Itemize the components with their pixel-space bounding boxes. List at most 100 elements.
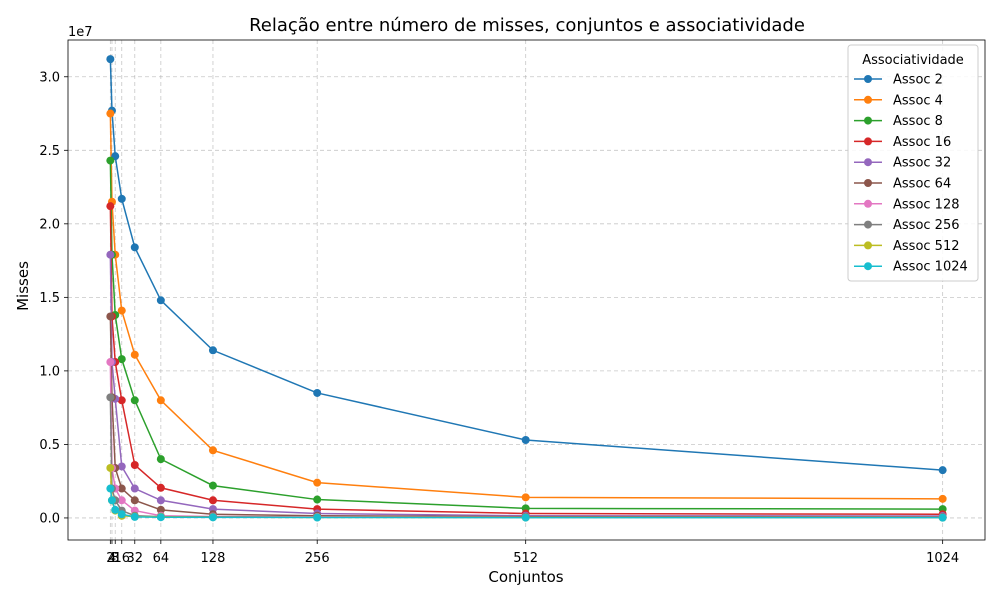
- data-point-assoc-1024: [130, 512, 139, 521]
- x-tick-label: 2: [106, 551, 114, 566]
- chart-title: Relação entre número de misses, conjunto…: [249, 15, 805, 36]
- data-point-assoc-1024: [111, 505, 120, 514]
- data-point-assoc-16: [106, 202, 115, 211]
- data-point-assoc-1024: [107, 496, 116, 505]
- data-point-assoc-8: [313, 495, 322, 504]
- data-point-assoc-512: [106, 463, 115, 472]
- data-point-assoc-32: [130, 484, 139, 493]
- legend-title: Associatividade: [862, 53, 964, 68]
- series-line-assoc-64: [109, 316, 943, 518]
- data-point-assoc-2: [117, 194, 126, 203]
- data-point-assoc-1024: [208, 513, 217, 522]
- series-line-assoc-1024: [109, 488, 943, 519]
- data-point-assoc-2: [938, 466, 947, 475]
- x-tick-label: 16: [113, 551, 130, 566]
- data-point-assoc-32: [117, 462, 126, 471]
- legend-label-assoc-8: Assoc 8: [893, 114, 943, 129]
- data-point-assoc-2: [521, 436, 530, 444]
- data-point-assoc-64: [130, 496, 139, 505]
- legend-marker-assoc-1024: [864, 262, 872, 271]
- data-point-assoc-32: [106, 250, 115, 259]
- legend-label-assoc-1024: Assoc 1024: [893, 260, 968, 275]
- legend: Associatividade Assoc 2 Assoc 4 Assoc 8 Ass…: [847, 44, 979, 282]
- y-tick-label: 1.0: [39, 364, 60, 379]
- plot-frame: [67, 39, 986, 541]
- x-tick-label: 512: [513, 551, 538, 566]
- x-tick-label: 4: [108, 551, 116, 566]
- data-point-assoc-2: [156, 296, 165, 305]
- series-line-assoc-8: [109, 160, 943, 510]
- x-axis-label: Conjuntos: [488, 568, 563, 586]
- x-tick-label: 128: [201, 551, 226, 566]
- y-tick-label: 3.0: [39, 70, 60, 85]
- data-point-assoc-4: [313, 478, 322, 487]
- x-tick-label: 256: [305, 551, 330, 566]
- legend-marker-assoc-64: [864, 179, 872, 187]
- legend-marker-assoc-2: [864, 75, 872, 83]
- legend-label-assoc-128: Assoc 128: [893, 197, 960, 212]
- axes: [67, 39, 986, 541]
- legend-box: [847, 44, 979, 282]
- legend-label-assoc-32: Assoc 32: [893, 156, 951, 171]
- x-tick-label: 8: [111, 551, 119, 566]
- y-tick-label: 1.5: [39, 291, 60, 306]
- data-point-assoc-4: [117, 306, 126, 315]
- legend-label-assoc-4: Assoc 4: [893, 93, 943, 108]
- series-line-assoc-2: [109, 59, 943, 471]
- data-point-assoc-8: [156, 455, 165, 464]
- x-tick-label: 1024: [926, 551, 959, 566]
- data-point-assoc-32: [156, 496, 165, 505]
- legend-label-assoc-16: Assoc 16: [893, 135, 951, 150]
- legend-marker-assoc-8: [864, 116, 872, 125]
- y-axis-label: Misses: [14, 261, 32, 311]
- series-points: [106, 55, 947, 522]
- data-point-assoc-2: [130, 243, 139, 252]
- legend-marker-assoc-512: [864, 241, 872, 250]
- legend-marker-assoc-256: [864, 220, 872, 229]
- data-point-assoc-8: [130, 396, 139, 405]
- data-point-assoc-128: [106, 358, 115, 367]
- series-line-assoc-4: [109, 113, 943, 500]
- data-point-assoc-4: [106, 109, 115, 118]
- data-point-assoc-256: [106, 393, 115, 402]
- data-point-assoc-128: [117, 496, 126, 505]
- legend-label-assoc-64: Assoc 64: [893, 177, 951, 192]
- data-point-assoc-4: [938, 494, 947, 503]
- y-tick-label: 0.5: [39, 438, 60, 453]
- legend-marker-assoc-16: [864, 137, 872, 146]
- data-point-assoc-16: [156, 483, 165, 492]
- data-point-assoc-2: [208, 346, 217, 355]
- data-point-assoc-64: [106, 312, 115, 321]
- data-point-assoc-1024: [106, 484, 115, 493]
- data-point-assoc-16: [117, 396, 126, 405]
- data-point-assoc-1024: [313, 513, 322, 522]
- legend-label-assoc-512: Assoc 512: [893, 239, 960, 254]
- data-point-assoc-16: [208, 496, 217, 505]
- data-point-assoc-1024: [117, 510, 126, 519]
- data-point-assoc-64: [156, 505, 165, 514]
- data-point-assoc-64: [117, 484, 126, 493]
- grid: [68, 40, 985, 540]
- data-point-assoc-2: [106, 55, 115, 64]
- x-tick-label: 64: [153, 551, 170, 566]
- data-point-assoc-8: [208, 481, 217, 490]
- y-tick-label: 2.5: [39, 144, 60, 159]
- series-line-assoc-16: [109, 206, 943, 516]
- data-point-assoc-4: [156, 396, 165, 405]
- legend-label-assoc-256: Assoc 256: [893, 218, 960, 233]
- legend-label-assoc-2: Assoc 2: [893, 73, 943, 88]
- y-tick-label: 0.0: [39, 511, 60, 526]
- legend-marker-assoc-128: [864, 199, 872, 208]
- data-point-assoc-16: [130, 461, 139, 469]
- x-tick-label: 32: [127, 551, 144, 566]
- data-point-assoc-8: [106, 156, 115, 165]
- legend-marker-assoc-32: [864, 158, 872, 167]
- series-line-assoc-32: [109, 254, 943, 517]
- data-point-assoc-4: [130, 350, 139, 359]
- data-point-assoc-8: [117, 355, 126, 364]
- series-lines: [109, 59, 943, 519]
- data-point-assoc-4: [521, 493, 530, 502]
- data-point-assoc-4: [208, 446, 217, 455]
